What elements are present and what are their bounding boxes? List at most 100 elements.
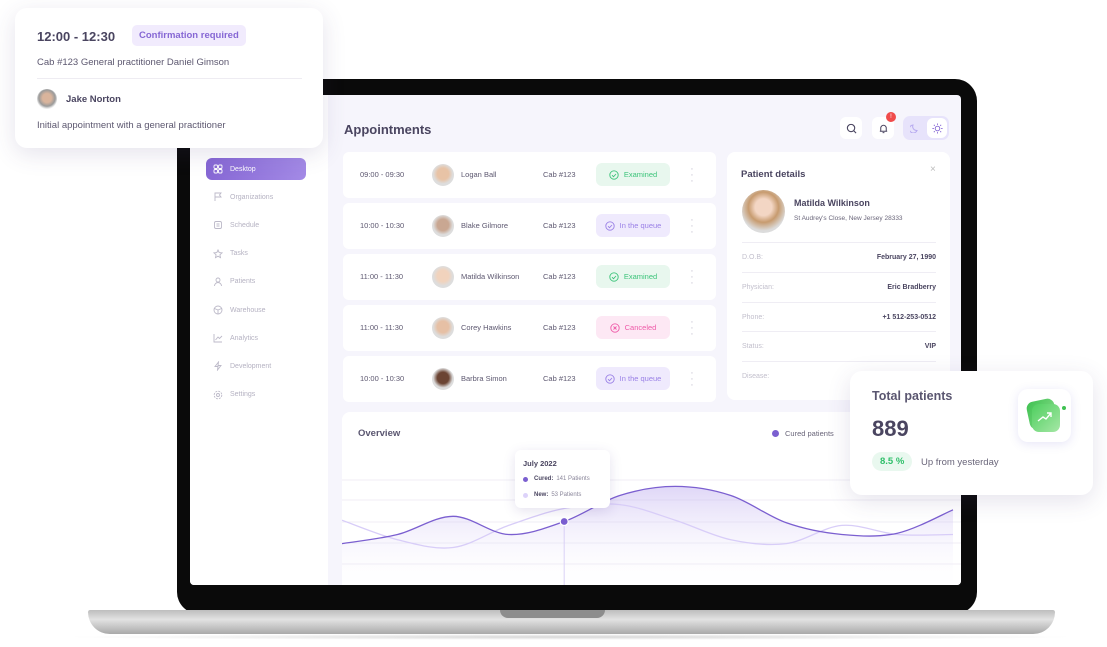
more-options-icon[interactable]: · · · [690,214,694,238]
grid-icon [213,164,223,174]
appointment-row[interactable]: 10:00 - 10:30 Blake Gilmore Cab #123 In … [343,203,716,249]
legend-dot [772,430,779,437]
total-patients-card: Total patients 889 8.5 % Up from yesterd… [850,371,1093,495]
moon-icon[interactable] [910,123,920,133]
cabinet: Cab #123 [543,272,576,281]
sidebar-item-warehouse[interactable]: Warehouse [206,299,306,321]
tooltip-cured: Cured: 141 Patients [523,476,590,482]
divider [37,78,302,79]
appointment-time: 11:00 - 11:30 [360,272,404,281]
star-icon [213,248,223,259]
popup-details: Cab #123 General practitioner Daniel Gim… [37,57,230,68]
laptop-shadow [60,634,1080,640]
cabinet: Cab #123 [543,221,576,230]
detail-row: D.O.B: February 27, 1990 [742,242,936,272]
sidebar-item-schedule[interactable]: Schedule [206,214,306,236]
sun-button[interactable] [927,118,947,138]
change-badge: 8.5 % [872,452,913,471]
search-button[interactable] [840,117,862,139]
appointment-time: 09:00 - 09:30 [360,170,405,179]
patient-name: Corey Hawkins [461,323,512,332]
theme-toggle[interactable] [903,116,949,140]
calendar-icon [214,221,222,230]
sidebar-item-tasks[interactable]: Tasks [206,243,306,265]
detail-row: Disease: [742,361,936,391]
appointment-row[interactable]: 09:00 - 09:30 Logan Ball Cab #123 Examin… [343,152,716,198]
status-badge: Examined [596,163,670,186]
trend-icon [1018,389,1071,442]
sidebar-item-label: Patients [230,278,256,286]
legend-label: Cured patients [785,429,834,438]
avatar [432,368,454,390]
status-badge: In the queue [596,367,670,390]
tooltip-new: New: 53 Patients [523,492,581,498]
bell-icon [879,124,887,133]
cured-area [342,486,953,585]
change-text: Up from yesterday [921,457,999,468]
highlight-point[interactable] [559,516,569,527]
cabinet: Cab #123 [543,374,576,383]
check-circle-icon [604,373,615,384]
chart-icon [213,334,223,343]
avatar [432,266,454,288]
avatar [432,215,454,237]
more-options-icon[interactable]: · · · [690,265,694,289]
sidebar-item-label: Tasks [230,250,248,258]
more-options-icon[interactable]: · · · [690,367,694,391]
cabinet: Cab #123 [543,323,576,332]
more-options-icon[interactable]: · · · [690,163,694,187]
popup-description: Initial appointment with a general pract… [37,120,226,131]
appointment-row[interactable]: 11:00 - 11:30 Corey Hawkins Cab #123 Can… [343,305,716,351]
sidebar-item-label: Warehouse [230,306,266,314]
sidebar-item-patients[interactable]: Patients [206,271,306,293]
patient-name: Logan Ball [461,170,497,179]
chart-legend: Cured patients [772,429,834,438]
box-icon [213,305,223,315]
sidebar-item-desktop[interactable]: Desktop [206,158,306,180]
detail-row: Phone: +1 512-253-0512 [742,301,936,332]
patient-address: St Audrey's Close, New Jersey 28333 [794,215,903,222]
chart-tooltip: July 2022 Cured: 141 Patients New: 53 Pati… [515,450,610,508]
sidebar-item-organizations[interactable]: Organizations [206,186,306,208]
close-icon[interactable]: × [930,164,936,175]
patient-name: Matilda Wilkinson [794,198,870,208]
sidebar-item-development[interactable]: Development [206,355,306,377]
tooltip-title: July 2022 [523,459,557,468]
appointment-popup[interactable]: 12:00 - 12:30 Confirmation required Cab … [15,8,323,148]
patient-name: Blake Gilmore [461,221,509,230]
more-options-icon[interactable]: · · · [690,316,694,340]
gear-icon [213,390,223,399]
avatar [432,317,454,339]
sidebar-item-label: Analytics [230,334,259,342]
sidebar-item-label: Settings [230,391,256,399]
sun-icon [931,122,943,134]
bolt-icon [214,361,222,372]
notifications-button[interactable]: ! [872,112,896,139]
confirmation-badge: Confirmation required [132,25,246,46]
status-badge: Examined [596,265,670,288]
sidebar: Desktop Organizations Schedule Tasks Patient… [190,95,328,585]
check-circle-icon [609,271,619,282]
appointment-time: 11:00 - 11:30 [360,323,404,332]
sidebar-item-settings[interactable]: Settings [206,384,306,406]
cabinet: Cab #123 [543,170,576,179]
avatar [432,164,454,186]
sidebar-item-analytics[interactable]: Analytics [206,327,306,349]
patient-details-card: Patient details × Matilda Wilkinson St A… [727,152,950,400]
laptop-notch [500,610,605,618]
page-title: Appointments [344,122,432,137]
app-screen: Desktop Organizations Schedule Tasks Patient… [190,95,961,585]
status-badge: Canceled [596,316,670,339]
sidebar-item-label: Schedule [230,221,260,229]
appointment-row[interactable]: 11:00 - 11:30 Matilda Wilkinson Cab #123… [343,254,716,300]
appointment-time: 10:00 - 10:30 [360,221,405,230]
x-circle-icon [609,322,620,333]
user-icon [214,277,222,286]
detail-row: Physician: Eric Bradberry [742,271,936,302]
detail-row: Status: VIP [742,331,936,361]
appointment-row[interactable]: 10:00 - 10:30 Barbra Simon Cab #123 In t… [343,356,716,402]
flag-icon [214,192,222,202]
cured-patients-line [342,485,954,545]
notification-badge: ! [886,112,896,122]
status-badge: In the queue [596,214,670,237]
